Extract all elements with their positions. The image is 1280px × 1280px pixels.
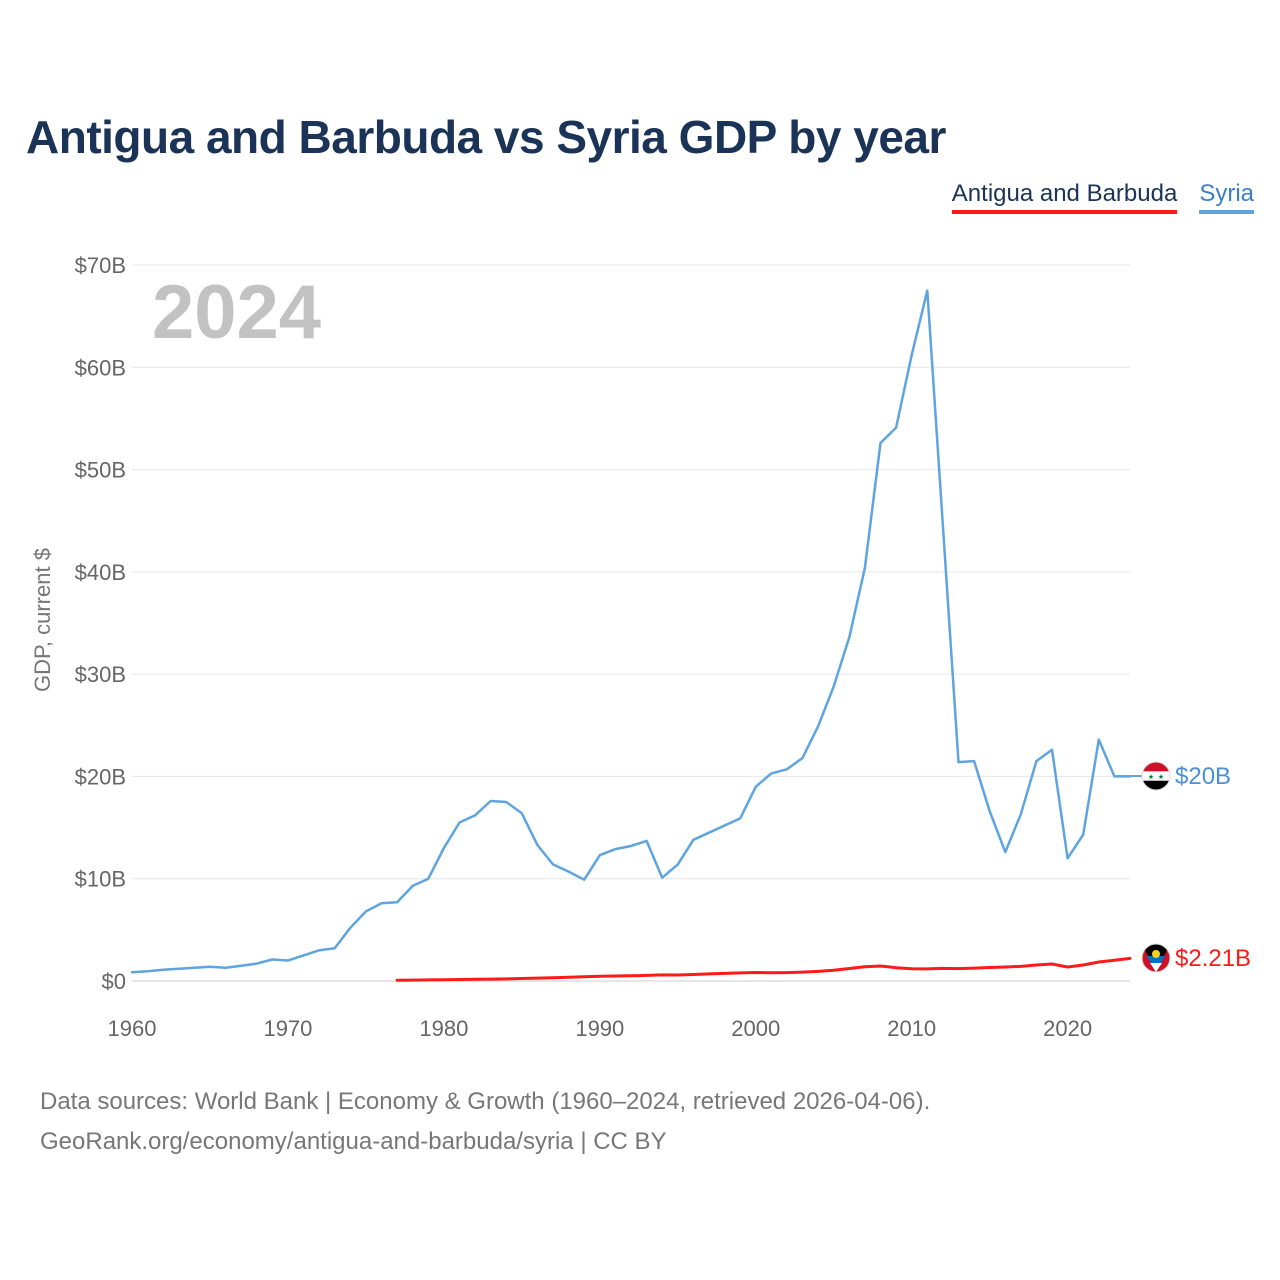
y-axis-title: GDP, current $ [30,548,55,692]
y-tick-label: $50B [75,458,126,483]
x-tick-label: 1970 [263,1016,312,1041]
syria-flag-icon: ★ ★ [1142,762,1170,790]
legend-item-syria[interactable]: Syria [1199,180,1254,214]
y-tick-label: $30B [75,662,126,687]
y-tick-label: $10B [75,867,126,892]
series-line-antigua-and-barbuda[interactable] [395,956,1132,982]
y-tick-label: $20B [75,764,126,789]
x-tick-label: 1960 [108,1016,157,1041]
series [130,289,1132,982]
series-line-syria[interactable] [130,289,1132,974]
y-tick-label: $60B [75,355,126,380]
svg-text:★: ★ [1148,773,1154,781]
x-tick-label: 2020 [1043,1016,1092,1041]
legend: Antigua and Barbuda Syria [951,180,1254,214]
svg-text:★: ★ [1158,773,1164,781]
y-axis: $0 $10B $20B $30B $40B $50B $60B $70B [75,253,126,994]
y-tick-label: $40B [75,560,126,585]
x-axis: 1960 1970 1980 1990 2000 2010 2020 [108,1016,1093,1041]
y-tick-label: $0 [102,969,126,994]
data-source-note: Data sources: World Bank | Economy & Gro… [40,1088,931,1115]
legend-item-antigua-and-barbuda[interactable]: Antigua and Barbuda [951,180,1178,214]
antigua-end-marker: $2.21B [1141,943,1251,973]
y-tick-label: $70B [75,253,126,278]
syria-end-value: $20B [1175,763,1231,790]
year-label: 2024 [152,270,321,355]
x-tick-label: 2000 [731,1016,780,1041]
gdp-line-chart: 2024 $0 $10B $20B $30B $40B $50B $60B $70B 1960… [30,253,1251,1041]
syria-end-marker: ★ ★ $20B [1118,761,1231,791]
footer: Data sources: World Bank | Economy & Gro… [40,1082,930,1162]
source-url[interactable]: GeoRank.org/economy/antigua-and-barbuda/… [40,1128,667,1155]
antigua-and-barbuda-end-value: $2.21B [1175,945,1251,972]
grid [132,264,1130,982]
chart-title: Antigua and Barbuda vs Syria GDP by year [26,111,946,163]
x-tick-label: 1990 [575,1016,624,1041]
x-tick-label: 1980 [419,1016,468,1041]
antigua-and-barbuda-flag-icon [1142,944,1170,972]
x-tick-label: 2010 [887,1016,936,1041]
